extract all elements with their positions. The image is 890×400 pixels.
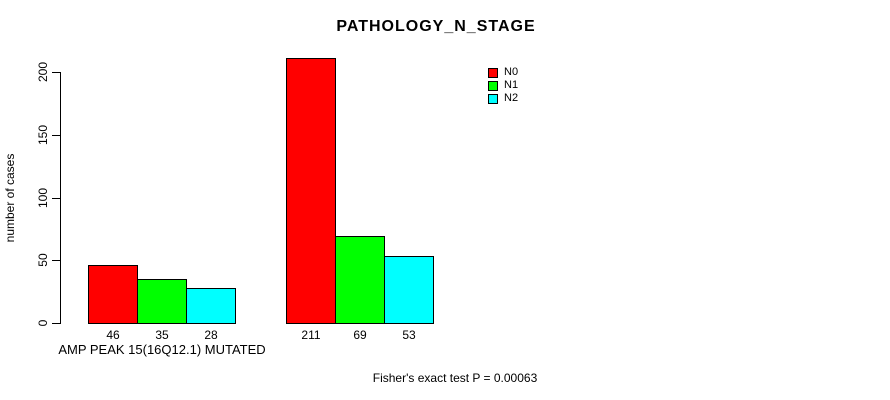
y-tick-label: 0 [36, 319, 50, 327]
y-axis-label: number of cases [3, 153, 17, 243]
bar-N2-group2 [384, 256, 434, 324]
y-tick-label: 200 [36, 61, 50, 83]
y-tick-label: 50 [36, 253, 50, 267]
bar-N2-group1 [186, 288, 236, 324]
bar-N1-group1 [137, 279, 187, 324]
bar-value-label: 28 [204, 328, 218, 342]
y-tick [52, 135, 60, 136]
y-tick [52, 72, 60, 73]
y-axis-line [60, 72, 61, 324]
y-tick-label: 150 [36, 124, 50, 146]
bar-N0-group1 [88, 265, 138, 324]
legend-label: N0 [504, 66, 519, 78]
bar-value-label: 46 [106, 328, 120, 342]
bar-N0-group2 [286, 58, 336, 324]
legend-label: N1 [504, 79, 519, 91]
bar-N1-group2 [335, 236, 385, 324]
group-label: AMP PEAK 15(16Q12.1) MUTATED [58, 342, 266, 357]
bar-value-label: 69 [353, 328, 367, 342]
legend: N0 N1 N2 [488, 66, 518, 105]
legend-label: N2 [504, 92, 519, 104]
legend-swatch-N0 [488, 67, 498, 78]
y-tick-label: 100 [36, 187, 50, 209]
legend-row-N2: N2 [488, 92, 518, 105]
y-tick [52, 260, 60, 261]
y-tick [52, 323, 60, 324]
bar-value-label: 35 [155, 328, 169, 342]
legend-row-N0: N0 [488, 66, 518, 79]
bar-value-label: 211 [301, 328, 321, 342]
footer-note: Fisher's exact test P = 0.00063 [372, 371, 538, 385]
chart-title: PATHOLOGY_N_STAGE [336, 18, 536, 35]
bar-value-label: 53 [402, 328, 416, 342]
legend-swatch-N2 [488, 93, 498, 104]
legend-swatch-N1 [488, 80, 498, 91]
y-tick [52, 198, 60, 199]
legend-row-N1: N1 [488, 79, 518, 92]
